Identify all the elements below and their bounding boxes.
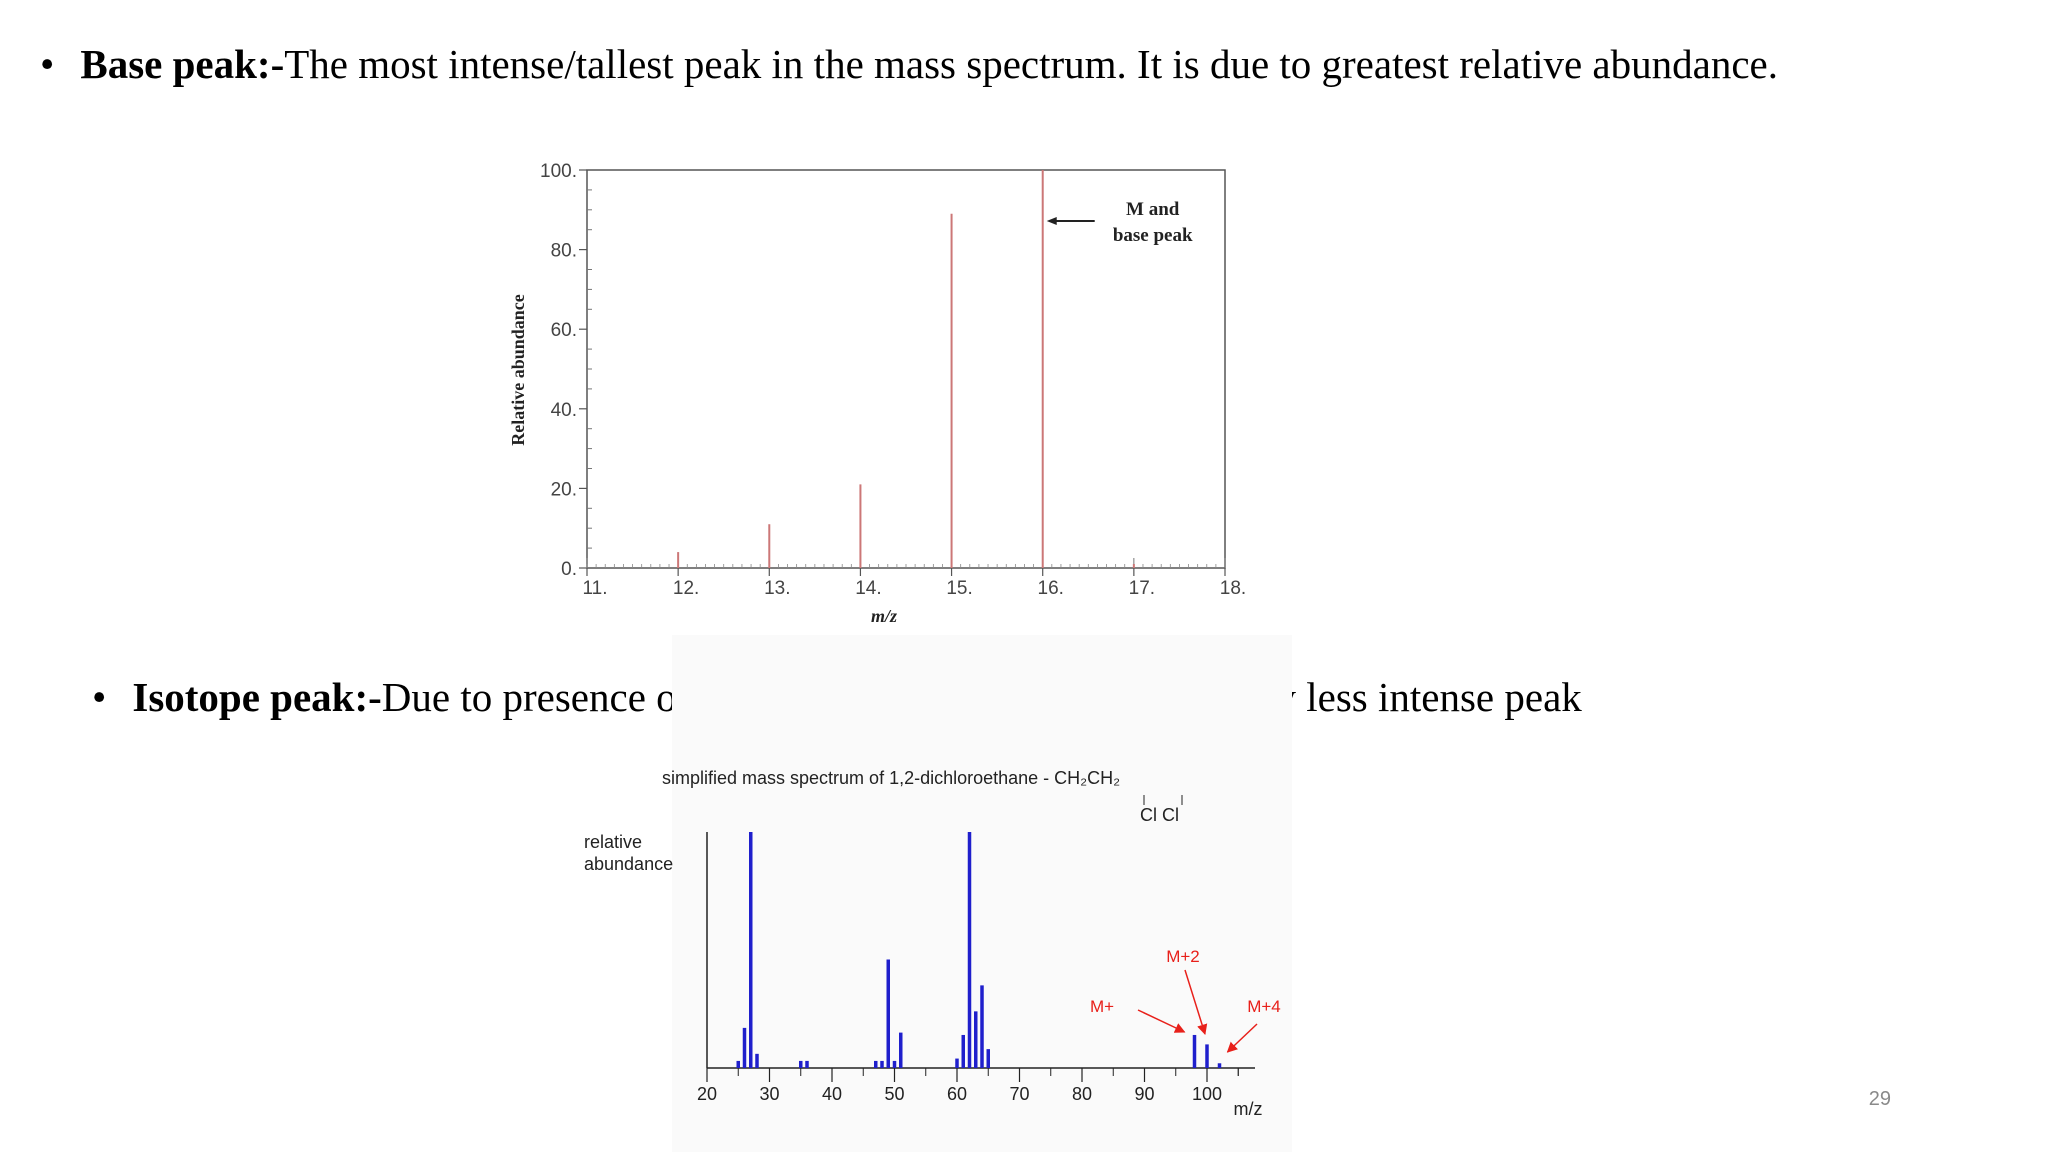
x-tick-label: 11. bbox=[582, 578, 607, 599]
x-axis-label: m/z bbox=[871, 606, 897, 626]
x-tick-label: 20 bbox=[697, 1084, 717, 1104]
annotation-text-2: base peak bbox=[1113, 225, 1193, 246]
y-tick-label: 40. bbox=[551, 400, 577, 421]
annotation-m-plus: M+ bbox=[1090, 997, 1114, 1016]
x-tick-label: 14. bbox=[855, 578, 881, 599]
base-peak-chart: 0. 20. 40. 60. 80. 100. 11. 12. 13. 14. 15. 16. 17. 1… bbox=[508, 161, 1246, 626]
base-peak-bullet: • Base peak:-The most intense/tallest pea… bbox=[40, 44, 1778, 85]
x-tick-label: 17. bbox=[1129, 578, 1155, 599]
y-tick-label: 20. bbox=[551, 479, 577, 500]
x-tick-label: 60 bbox=[947, 1084, 967, 1104]
annotation-text-1: M and bbox=[1126, 199, 1180, 220]
base-peak-term: Base peak:- bbox=[80, 41, 285, 87]
y-tick-label: 60. bbox=[551, 320, 577, 341]
y-tick-label: 100. bbox=[540, 161, 577, 182]
x-tick-label: 13. bbox=[764, 578, 790, 599]
bullet-symbol: • bbox=[40, 41, 55, 87]
x-tick-label: 90 bbox=[1134, 1084, 1154, 1104]
x-tick-label: 15. bbox=[946, 578, 972, 599]
annotation-m-plus-4-arrow bbox=[1226, 1023, 1258, 1053]
annotation-m-plus-4: M+4 bbox=[1247, 997, 1281, 1016]
chart2-title-sub: Cl Cl bbox=[1140, 805, 1179, 825]
isotope-peak-term: Isotope peak:- bbox=[132, 674, 382, 720]
x-tick-label: 18. bbox=[1220, 578, 1246, 599]
annotation-arrowhead bbox=[1046, 217, 1057, 225]
y-tick-label: 0. bbox=[561, 559, 577, 580]
x-tick-label: 50 bbox=[884, 1084, 904, 1104]
isotope-peak-chart: simplified mass spectrum of 1,2-dichloro… bbox=[584, 768, 1281, 1119]
chart2-title: simplified mass spectrum of 1,2-dichloro… bbox=[662, 768, 1120, 788]
base-peak-definition: The most intense/tallest peak in the mas… bbox=[284, 41, 1778, 87]
x-tick-label: 30 bbox=[759, 1084, 779, 1104]
page-number: 29 bbox=[1868, 1088, 1891, 1110]
chart1-axes bbox=[579, 169, 1226, 576]
annotation-m-plus-2-arrow bbox=[1184, 969, 1208, 1036]
x-tick-label: 80 bbox=[1072, 1084, 1092, 1104]
bullet-symbol-2: • bbox=[92, 674, 107, 720]
y-axis-label: Relative abundance bbox=[508, 294, 528, 446]
chart1-bars bbox=[677, 170, 1135, 568]
chart2-labels: simplified mass spectrum of 1,2-dichloro… bbox=[584, 768, 1281, 1119]
x-axis-label: m/z bbox=[1234, 1099, 1263, 1119]
x-tick-label: 70 bbox=[1009, 1084, 1029, 1104]
x-tick-label: 12. bbox=[673, 578, 699, 599]
y-axis-label-1: relative bbox=[584, 832, 642, 852]
x-tick-label: 40 bbox=[822, 1084, 842, 1104]
x-tick-label: 16. bbox=[1038, 578, 1064, 599]
x-tick-label: 100 bbox=[1192, 1084, 1222, 1104]
y-tick-label: 80. bbox=[551, 241, 577, 262]
y-axis-label-2: abundance bbox=[584, 854, 673, 874]
chart1-labels: 0. 20. 40. 60. 80. 100. 11. 12. 13. 14. 15. 16. 17. 1… bbox=[508, 161, 1246, 626]
annotation-m-plus-2: M+2 bbox=[1166, 947, 1200, 966]
chart2-bars bbox=[736, 832, 1222, 1068]
annotation-m-plus-arrow bbox=[1137, 1009, 1186, 1033]
